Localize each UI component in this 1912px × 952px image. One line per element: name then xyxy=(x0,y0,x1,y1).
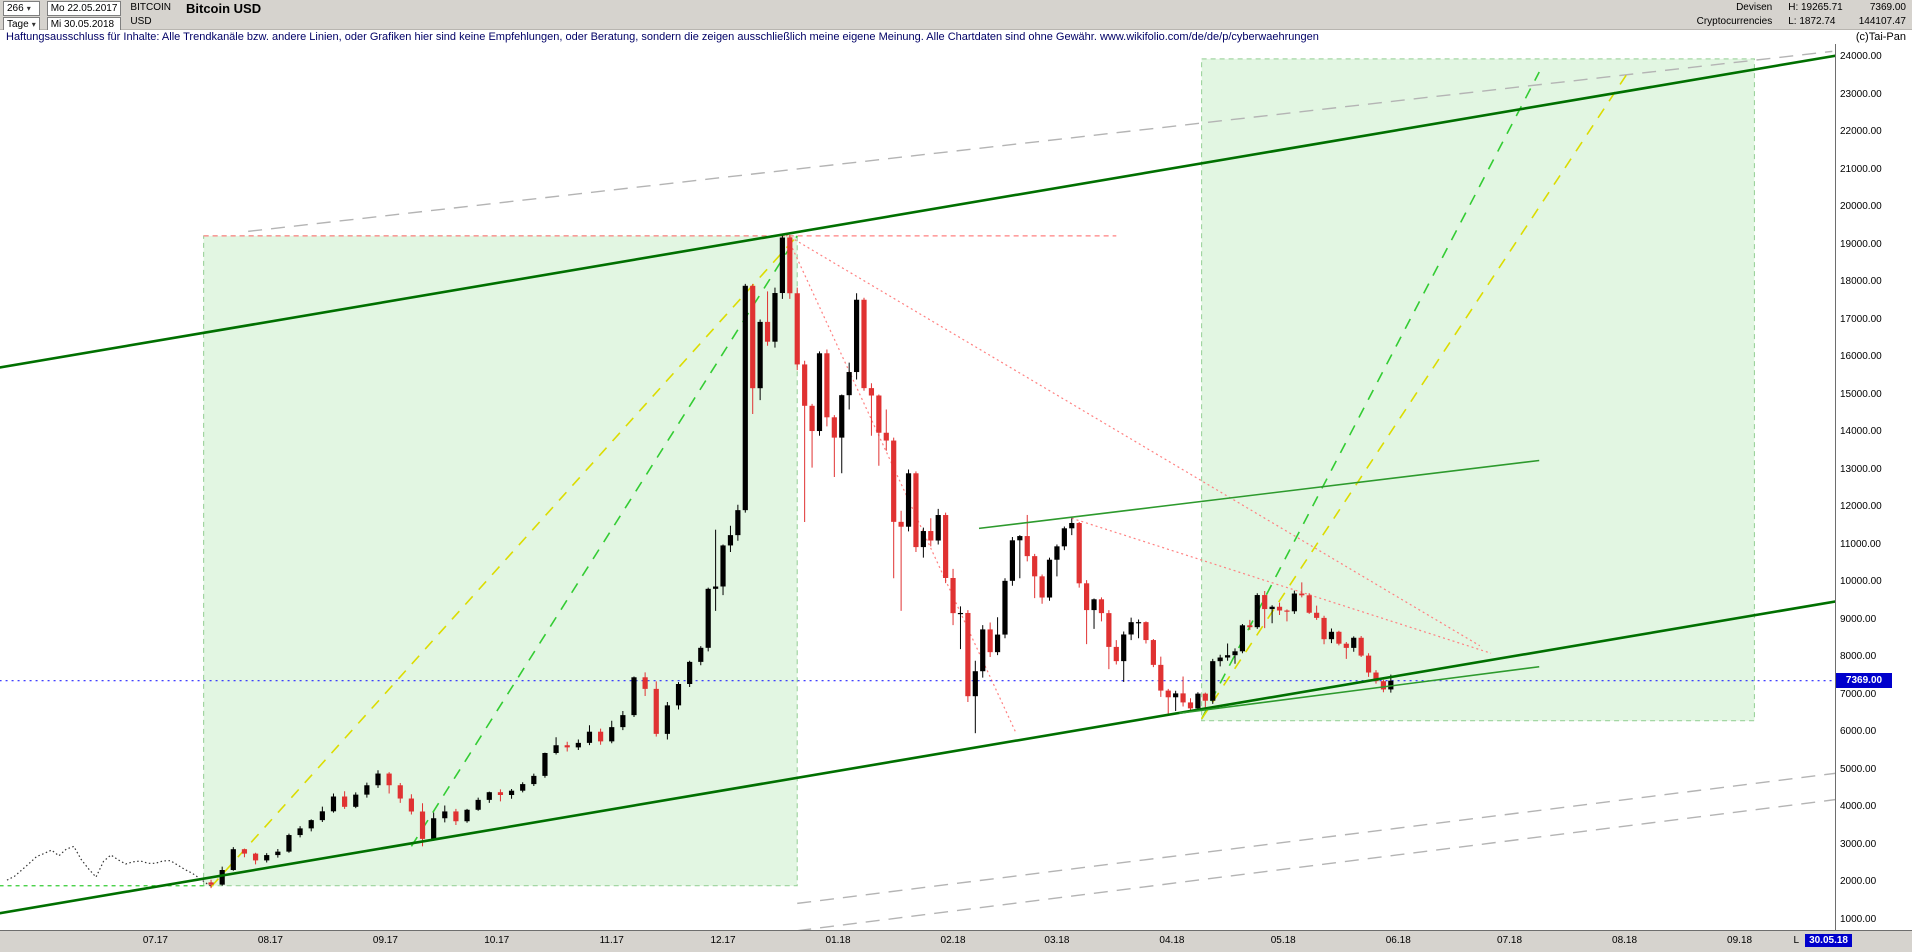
candles-layer xyxy=(208,234,1394,889)
titlebar-right: Devisen Cryptocurrencies H: 19265.71 L: … xyxy=(1697,1,1906,28)
price-axis-label: 13000.00 xyxy=(1840,463,1882,475)
chevron-down-icon: ▾ xyxy=(26,4,31,13)
low-value: L: 1872.74 xyxy=(1788,16,1836,27)
time-axis-label: 09.18 xyxy=(1727,935,1753,946)
high-value: H: 19265.71 xyxy=(1788,2,1843,13)
price-axis-label: 10000.00 xyxy=(1840,576,1882,587)
price-axis-label: 17000.00 xyxy=(1840,313,1882,325)
period-dropdown[interactable]: 266 ▾ xyxy=(3,1,40,16)
price-axis-label: 5000.00 xyxy=(1840,763,1877,775)
price-axis-label: 22000.00 xyxy=(1840,126,1882,137)
candlestick-chart[interactable] xyxy=(0,44,1835,930)
start-date-field[interactable]: Mo 22.05.2017 xyxy=(46,1,122,16)
price-axis-label: 3000.00 xyxy=(1840,838,1877,850)
price-axis-label: 4000.00 xyxy=(1840,801,1877,812)
time-axis-label: 07.18 xyxy=(1497,935,1523,946)
titlebar-left: 266 ▾ Tage ▾ Mo 22.05.2017 Mi 30.05.2018… xyxy=(3,1,261,32)
price-axis-label: 7000.00 xyxy=(1840,688,1877,700)
price-axis-label: 20000.00 xyxy=(1840,201,1882,212)
price-axis-label: 18000.00 xyxy=(1840,276,1882,287)
channel-lines-layer xyxy=(0,54,1835,915)
last-price-badge: 7369.00 xyxy=(1836,672,1892,688)
copyright-label: (c)Tai-Pan xyxy=(1855,31,1906,43)
price-axis-label: 6000.00 xyxy=(1840,726,1877,737)
price-axis-label: 15000.00 xyxy=(1840,388,1882,400)
time-axis: L 30.05.18 07.17 08.17 09.17 10.17 11.17 12.1… xyxy=(0,930,1912,952)
category-secondary: Cryptocurrencies xyxy=(1696,16,1773,27)
last-date-wrap: L 30.05.18 xyxy=(1793,934,1852,947)
last-price-value: 7369.00 xyxy=(1869,2,1906,13)
symbol-label: BITCOIN xyxy=(130,2,171,13)
time-axis-label: 04.18 xyxy=(1159,935,1185,946)
disclaimer-bar: Haftungsausschluss für Inhalte: Alle Tre… xyxy=(0,30,1912,44)
last-label: L xyxy=(1793,935,1800,946)
timeframe-value: Tage xyxy=(7,19,29,30)
time-axis-label: 03.18 xyxy=(1044,935,1070,946)
time-axis-label: 12.17 xyxy=(710,935,736,946)
price-axis-label: 21000.00 xyxy=(1840,163,1882,175)
time-axis-label: 09.17 xyxy=(372,935,398,946)
time-axis-label: 06.18 xyxy=(1385,935,1411,946)
price-axis-label: 2000.00 xyxy=(1840,876,1877,887)
volume-value: 144107.47 xyxy=(1858,16,1906,27)
price-axis-label: 8000.00 xyxy=(1840,651,1877,662)
time-axis-label: 02.18 xyxy=(940,935,966,946)
category-primary: Devisen xyxy=(1736,2,1773,13)
price-axis-label: 14000.00 xyxy=(1840,426,1882,437)
trend-regions-layer xyxy=(203,58,1755,887)
time-axis-label: 10.17 xyxy=(484,935,510,946)
price-axis-label: 12000.00 xyxy=(1840,501,1882,512)
period-value: 266 xyxy=(7,3,24,14)
titlebar: 266 ▾ Tage ▾ Mo 22.05.2017 Mi 30.05.2018… xyxy=(0,0,1912,32)
price-axis-label: 11000.00 xyxy=(1840,538,1881,550)
time-axis-label: 08.17 xyxy=(257,935,283,946)
last-date-badge: 30.05.18 xyxy=(1805,934,1852,947)
time-axis-label: 07.17 xyxy=(142,935,168,946)
time-axis-label: 05.18 xyxy=(1270,935,1296,946)
price-axis-label: 24000.00 xyxy=(1840,51,1882,62)
time-axis-label: 11.17 xyxy=(599,935,624,946)
currency-label: USD xyxy=(130,16,152,27)
chevron-down-icon: ▾ xyxy=(31,20,36,29)
disclaimer-text: Haftungsausschluss für Inhalte: Alle Tre… xyxy=(6,31,1319,43)
price-axis-label: 9000.00 xyxy=(1840,613,1877,625)
price-axis: 7369.00 24000.00 23000.00 22000.00 21000.00… xyxy=(1835,44,1912,930)
time-axis-label: 08.18 xyxy=(1612,935,1638,946)
time-axis-label: 01.18 xyxy=(825,935,851,946)
chart-title: Bitcoin USD xyxy=(185,1,262,16)
price-axis-label: 19000.00 xyxy=(1840,238,1882,250)
price-axis-label: 23000.00 xyxy=(1840,88,1882,100)
price-axis-label: 16000.00 xyxy=(1840,351,1882,362)
price-axis-label: 1000.00 xyxy=(1840,913,1877,925)
